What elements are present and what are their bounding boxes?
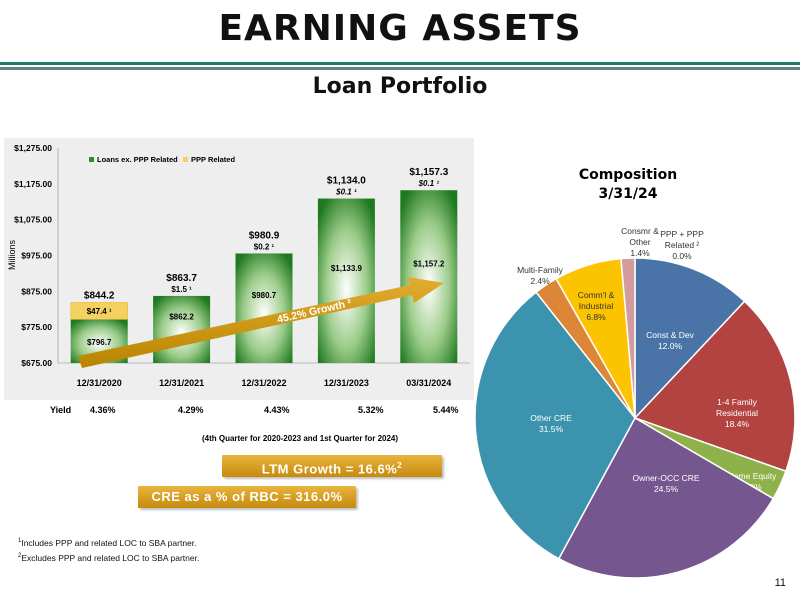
bar-value-label: $980.7 xyxy=(252,291,277,300)
legend-swatch xyxy=(89,157,94,162)
yield-value: 5.32% xyxy=(358,405,384,415)
pie-slice-label: Home Equity 3.0% xyxy=(728,471,777,492)
page-title: EARNING ASSETS xyxy=(218,8,582,49)
loan-bar-chart: $675.00 $775.00 $875.00 $975.00 $1,075.00 $1,… xyxy=(7,143,470,388)
bar-value-label: $1,157.2 xyxy=(413,260,445,269)
bar-value-label: $1,133.9 xyxy=(331,264,363,273)
bar-total-label: $844.2 xyxy=(84,290,115,301)
yield-label: Yield xyxy=(50,405,72,415)
bar-ppp-label: $0.2 ¹ xyxy=(254,242,275,251)
bar-loans-ex-ppp xyxy=(153,295,211,363)
pie-slice xyxy=(634,257,746,420)
footnote-1: 1Includes PPP and related LOC to SBA par… xyxy=(18,538,197,548)
yield-row: Yield 4.36% 4.29% 4.43% 5.32% 5.44% xyxy=(0,405,480,421)
page-number: 11 xyxy=(774,577,786,589)
footnote-2-text: Excludes PPP and related LOC to SBA part… xyxy=(21,553,200,563)
bar-total-label: $980.9 xyxy=(249,230,280,241)
pie-slice-label: Comm'l & Industrial 6.8% xyxy=(578,290,615,322)
footnote-2: 2Excludes PPP and related LOC to SBA par… xyxy=(18,553,200,563)
yield-value: 4.43% xyxy=(264,405,290,415)
x-tick-label: 03/31/2024 xyxy=(406,378,451,388)
pie-slice xyxy=(535,277,636,419)
footnote-1-text: Includes PPP and related LOC to SBA part… xyxy=(21,538,197,548)
y-axis-label: Millions xyxy=(7,240,17,271)
bar-total-label: $1,157.3 xyxy=(409,167,448,178)
bar-value-label: $862.2 xyxy=(169,312,194,321)
ltm-growth-sup: 2 xyxy=(397,461,403,470)
x-tick-label: 12/31/2020 xyxy=(77,378,122,388)
pie-slice xyxy=(620,257,636,419)
yield-value: 4.29% xyxy=(178,405,204,415)
bar-ppp-related xyxy=(70,302,128,320)
y-tick-label: $975.00 xyxy=(21,251,52,261)
pie-slice-label: 1-4 Family Residential 18.4% xyxy=(716,397,758,429)
pie-slice-label: Const & Dev 12.0% xyxy=(646,330,694,351)
cre-rbc-text: CRE as a % of RBC = 316.0% xyxy=(151,489,343,504)
title-divider-top xyxy=(0,62,800,65)
pie-slice xyxy=(633,300,796,473)
y-tick-label: $1,175.00 xyxy=(14,179,52,189)
legend-swatch xyxy=(183,157,188,162)
pie-slice-label: PPP + PPP Related ² 0.0% xyxy=(660,229,704,261)
pie-subtitle: 3/31/24 xyxy=(598,186,658,202)
ltm-growth-banner: LTM Growth = 16.6%2 xyxy=(222,455,442,477)
bar-total-label: $863.7 xyxy=(166,273,197,284)
yield-value: 5.44% xyxy=(433,405,459,415)
pie-slice-label: Multi-Family 2.4% xyxy=(517,265,564,286)
pie-slice-label: Other CRE 31.5% xyxy=(530,413,572,434)
pie-slice xyxy=(474,291,636,560)
pie-slice xyxy=(555,257,636,419)
ltm-growth-text: LTM Growth = 16.6% xyxy=(261,461,398,477)
pie-slice xyxy=(634,417,787,500)
bar-loans-ex-ppp xyxy=(317,198,375,363)
pie-slice-label: Consmr & Other 1.4% xyxy=(621,226,659,258)
bar-ppp-label: $0.1 ¹ xyxy=(335,188,357,197)
title-divider-bottom xyxy=(0,67,800,70)
bar-ppp-label: $0.1 ¹ xyxy=(418,179,440,188)
x-tick-label: 12/31/2021 xyxy=(159,378,204,388)
y-tick-label: $875.00 xyxy=(21,286,52,296)
y-tick-label: $1,275.00 xyxy=(14,143,52,153)
y-tick-label: $1,075.00 xyxy=(14,215,52,225)
bar-ppp-label: $1.5 ¹ xyxy=(171,285,192,294)
cre-rbc-banner: CRE as a % of RBC = 316.0% xyxy=(138,486,356,508)
x-tick-label: 12/31/2023 xyxy=(324,378,369,388)
bar-value-label: $796.7 xyxy=(87,338,112,347)
bar-loans-ex-ppp xyxy=(400,190,458,363)
bar-ppp-label: $47.4 ¹ xyxy=(87,307,112,316)
yield-value: 4.36% xyxy=(90,405,116,415)
pie-slice-label: Owner-OCC CRE 24.5% xyxy=(632,473,699,494)
y-tick-label: $775.00 xyxy=(21,322,52,332)
composition-title: Composition 3/31/24 xyxy=(548,166,708,204)
pie-title: Composition xyxy=(578,167,678,183)
pie-slice xyxy=(557,416,775,579)
bar-loans-ex-ppp xyxy=(235,253,293,363)
page-subtitle: Loan Portfolio xyxy=(312,74,488,99)
y-tick-label: $675.00 xyxy=(21,358,52,368)
bar-total-label: $1,134.0 xyxy=(327,176,366,187)
period-note: (4th Quarter for 2020-2023 and 1st Quart… xyxy=(201,434,399,443)
legend-label: PPP Related xyxy=(191,155,235,164)
x-tick-label: 12/31/2022 xyxy=(241,378,286,388)
legend-label: Loans ex. PPP Related xyxy=(97,155,178,164)
